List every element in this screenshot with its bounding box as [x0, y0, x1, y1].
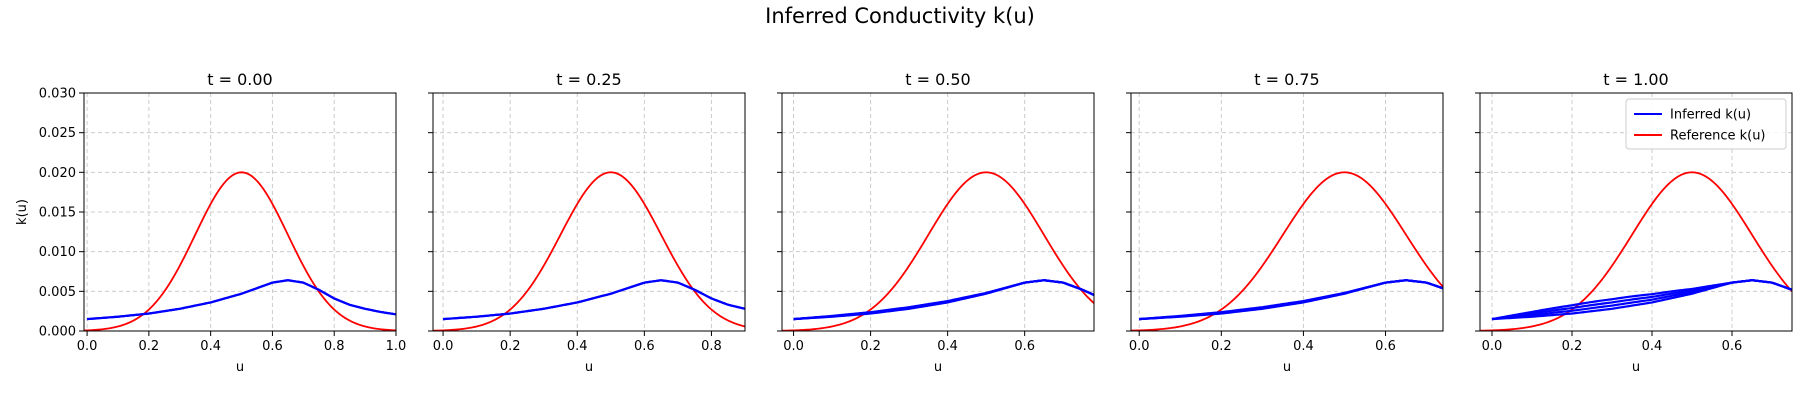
inferred-curve — [793, 279, 1094, 321]
x-tick-label: 0.8 — [324, 339, 345, 354]
x-tick-label: 0.0 — [433, 339, 454, 354]
y-tick-label: 0.010 — [39, 245, 76, 260]
y-axis-label: k(u) — [15, 199, 30, 225]
panel-3: 0.0 0.2 0.4 0.6 t = 0.75 u — [1126, 70, 1444, 375]
inferred-curve — [1139, 279, 1443, 321]
x-tick-label: 0.2 — [139, 339, 160, 354]
inferred-curve — [87, 279, 396, 321]
x-tick-label: 0.4 — [567, 339, 588, 354]
reference-curve — [84, 171, 396, 331]
x-axis-label: u — [1632, 360, 1640, 375]
x-axis-label: u — [585, 360, 593, 375]
reference-curve — [1480, 171, 1792, 331]
reference-curve — [782, 171, 1094, 331]
inferred-curve — [87, 279, 396, 321]
figure-title: Inferred Conductivity k(u) — [765, 4, 1035, 28]
inferred-curve — [1139, 279, 1443, 321]
gridlines — [782, 92, 1094, 332]
x-tick-label: 0.2 — [500, 339, 521, 354]
x-tick-label: 0.2 — [1562, 339, 1583, 354]
x-tick-label: 0.0 — [783, 339, 804, 354]
panel-title: t = 0.50 — [905, 70, 970, 89]
x-tick-label: 0.6 — [634, 339, 655, 354]
inferred-curve — [442, 279, 745, 321]
y-tick-label: 0.000 — [39, 325, 76, 340]
panel-1: 0.0 0.2 0.4 0.6 0.8 t = 0.25 u — [428, 70, 746, 375]
legend-box — [1625, 98, 1787, 150]
x-tick-label: 0.6 — [262, 339, 283, 354]
inferred-curve — [442, 279, 745, 321]
legend: Inferred k(u) Reference k(u) — [1625, 98, 1787, 150]
inferred-curve — [1491, 279, 1792, 321]
reference-curve — [1131, 171, 1443, 331]
x-tick-label: 0.0 — [1129, 339, 1150, 354]
panel-title: t = 0.75 — [1254, 70, 1319, 89]
legend-entry: Inferred k(u) — [1670, 108, 1751, 123]
x-tick-label: 0.4 — [200, 339, 221, 354]
inferred-curve — [1491, 279, 1792, 321]
panel-title: t = 1.00 — [1603, 70, 1668, 89]
gridlines — [1131, 92, 1443, 332]
panel-title: t = 0.00 — [207, 70, 272, 89]
x-tick-label: 0.8 — [701, 339, 722, 354]
inferred-curve — [1139, 279, 1443, 321]
y-tick-label: 0.030 — [39, 87, 76, 102]
panel-2: 0.0 0.2 0.4 0.6 t = 0.50 u — [777, 70, 1095, 375]
panel-4: 0.0 0.2 0.4 0.6 t = 1.00 u Inferred k(u) Refere… — [1475, 70, 1793, 375]
panels-layer: 0.0 0.2 0.4 0.6 0.8 1.0 0.000 0.005 0.010 0.015 0.… — [15, 70, 1793, 375]
y-tick-label: 0.015 — [39, 206, 76, 221]
x-tick-label: 0.4 — [1293, 339, 1314, 354]
inferred-curve — [793, 279, 1094, 321]
x-axis-label: u — [1283, 360, 1291, 375]
x-tick-label: 0.4 — [1642, 339, 1663, 354]
x-tick-label: 0.4 — [937, 339, 958, 354]
inferred-curve — [793, 279, 1094, 321]
y-tick-label: 0.005 — [39, 285, 76, 300]
x-tick-label: 0.6 — [1722, 339, 1743, 354]
x-tick-label: 0.6 — [1375, 339, 1396, 354]
x-tick-label: 1.0 — [386, 339, 407, 354]
x-axis-label: u — [236, 360, 244, 375]
panel-title: t = 0.25 — [556, 70, 621, 89]
legend-entry: Reference k(u) — [1670, 129, 1766, 144]
y-tick-label: 0.020 — [39, 166, 76, 181]
x-axis-label: u — [934, 360, 942, 375]
y-tick-label: 0.025 — [39, 126, 76, 141]
x-tick-label: 0.6 — [1014, 339, 1035, 354]
panel-0: 0.0 0.2 0.4 0.6 0.8 1.0 0.000 0.005 0.010 0.015 0.… — [15, 70, 406, 375]
x-tick-label: 0.0 — [1482, 339, 1503, 354]
x-tick-label: 0.0 — [77, 339, 98, 354]
gridlines — [84, 92, 397, 332]
x-tick-label: 0.2 — [860, 339, 881, 354]
x-tick-label: 0.2 — [1211, 339, 1232, 354]
inferred-curve — [1139, 279, 1443, 321]
inferred-curve — [793, 279, 1094, 321]
